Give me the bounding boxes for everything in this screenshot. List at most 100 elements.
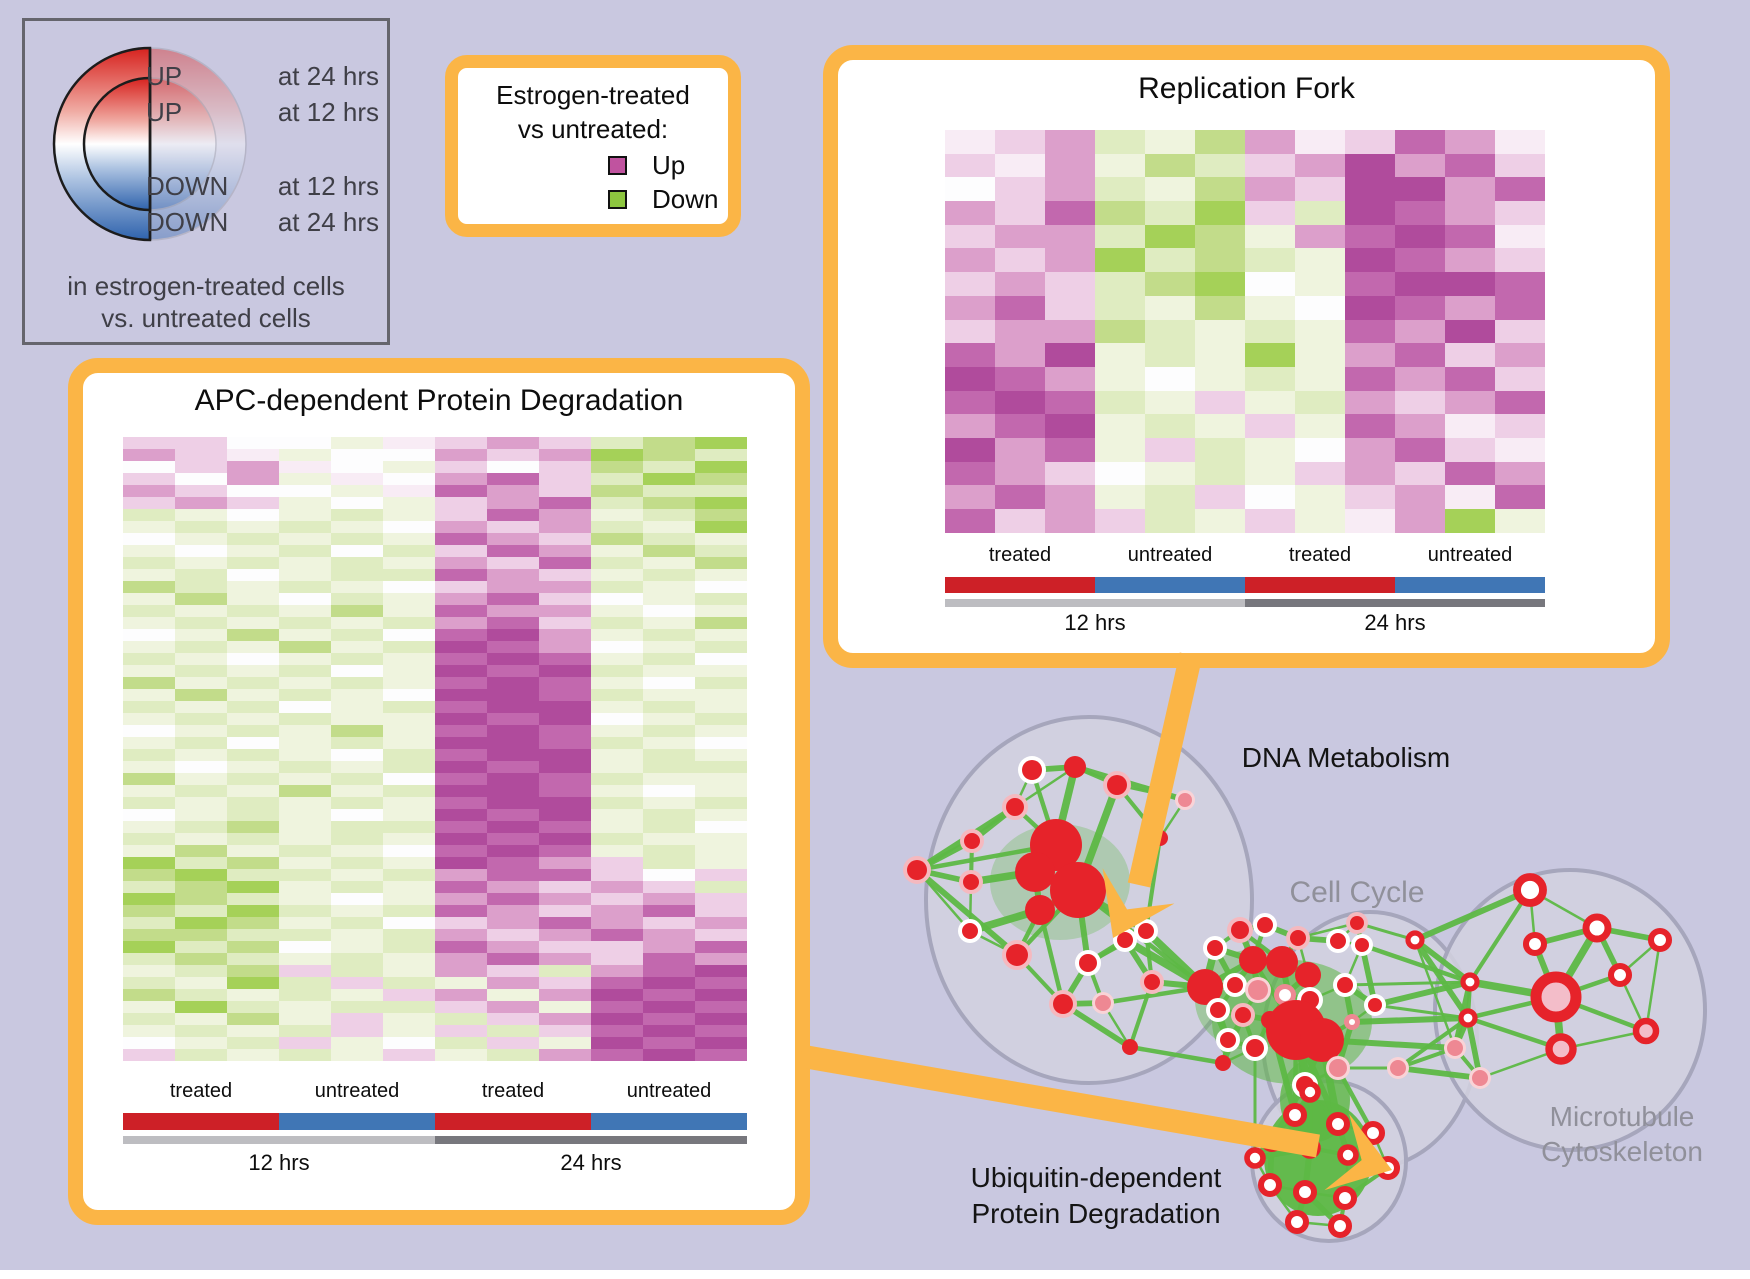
heatmap-cell: [279, 689, 331, 701]
heatmap-cell: [331, 557, 383, 569]
heatmap-cell: [1245, 437, 1295, 462]
network-edge: [1412, 938, 1471, 1020]
heatmap-cell: [279, 533, 331, 545]
heatmap-cell: [175, 797, 227, 809]
heatmap-cell: [123, 905, 175, 917]
heatmap-cell: [435, 485, 487, 497]
network-edge: [1087, 929, 1147, 965]
heatmap-cell: [1145, 130, 1195, 154]
gene-node: [1064, 756, 1086, 778]
heatmap-cell: [383, 653, 435, 665]
heatmap-cell: [695, 557, 747, 569]
heatmap-cell: [227, 605, 279, 617]
network-edge: [1213, 928, 1242, 950]
heatmap-cell: [1045, 390, 1095, 415]
heatmap-cell: [487, 965, 539, 977]
network-edge: [1465, 981, 1473, 1019]
heatmap-cell: [1245, 485, 1295, 509]
heatmap-cell: [279, 497, 331, 509]
heatmap-cell: [175, 857, 227, 869]
gene-node: [1259, 1127, 1285, 1153]
heatmap-cell: [1345, 366, 1395, 391]
heatmap-cell: [591, 593, 643, 605]
heatmap-cell: [487, 677, 539, 689]
heatmap-cell: [1195, 224, 1245, 249]
gene-node-halo: [1223, 973, 1247, 997]
gene-node-halo: [1387, 1057, 1409, 1079]
heatmap-cell: [227, 569, 279, 581]
heatmap-cell: [175, 617, 227, 629]
heatmap-cell: [227, 1025, 279, 1037]
heatmap-cell: [643, 785, 695, 797]
heatmap-cell: [1445, 201, 1495, 225]
heatmap-cell: [331, 905, 383, 917]
gene-node: [1215, 1055, 1231, 1071]
gene-node: [1300, 1018, 1344, 1062]
heatmap-cell: [123, 509, 175, 521]
heatmap-cell: [435, 749, 487, 761]
gene-node-halo: [1206, 998, 1230, 1022]
heatmap-cell: [487, 881, 539, 893]
heatmap-cell: [123, 797, 175, 809]
heatmap-cell: [123, 713, 175, 725]
heatmap-cell: [175, 1013, 227, 1025]
heatmap-cell: [487, 437, 539, 449]
heatmap-cell: [539, 809, 591, 821]
network-edge: [1529, 888, 1598, 930]
heatmap-cell: [175, 629, 227, 641]
heatmap-cell: [331, 1013, 383, 1025]
heatmap-cell: [487, 857, 539, 869]
network-edge: [970, 868, 1036, 886]
heatmap-cell: [643, 869, 695, 881]
heatmap-cell: [1095, 319, 1145, 344]
heatmap-cell: [1145, 414, 1195, 438]
apc-group-label: untreated: [314, 1080, 400, 1102]
heatmap-cell: [435, 965, 487, 977]
network-edge: [1359, 944, 1378, 1006]
heatmap-cell: [945, 485, 995, 509]
network-edge: [1220, 1039, 1231, 1064]
heatmap-cell: [227, 713, 279, 725]
heatmap-cell: [123, 629, 175, 641]
heatmap-cell: [123, 917, 175, 929]
network-edge: [968, 840, 975, 883]
heatmap-cell: [1445, 248, 1495, 273]
heatmap-cell: [331, 869, 383, 881]
heatmap-cell: [435, 737, 487, 749]
heatmap-cell: [175, 833, 227, 845]
heatmap-cell: [539, 749, 591, 761]
heatmap-cell: [123, 1025, 175, 1037]
network-edge: [1214, 945, 1254, 963]
heatmap-cell: [1245, 272, 1295, 296]
network-edge: [1347, 1152, 1389, 1171]
heatmap-cell: [279, 509, 331, 521]
heatmap-cell: [383, 953, 435, 965]
heatmap-cell: [643, 629, 695, 641]
network-edge: [1216, 983, 1237, 1012]
heatmap-cell: [279, 785, 331, 797]
heatmap-cell: [945, 437, 995, 462]
heatmap-cell: [643, 881, 695, 893]
heatmap-cell: [1195, 295, 1245, 320]
heatmap-cell: [487, 917, 539, 929]
heatmap-cell: [279, 965, 331, 977]
network-edge: [1267, 1139, 1275, 1186]
heatmap-cell: [1095, 272, 1145, 296]
heatmap-cell: [1345, 437, 1395, 462]
network-edge: [1129, 1044, 1224, 1066]
heatmap-cell: [995, 319, 1045, 344]
network-edge: [1413, 939, 1457, 1049]
heatmap-cell: [1245, 224, 1295, 249]
gene-node: [1460, 972, 1480, 992]
heatmap-cell: [123, 857, 175, 869]
heatmap-cell: [591, 557, 643, 569]
heatmap-cell: [331, 857, 383, 869]
heatmap-cell: [643, 953, 695, 965]
network-edge: [1252, 957, 1283, 965]
gene-node: [1220, 1032, 1236, 1048]
network-edge: [1555, 972, 1621, 1000]
network-edge: [1279, 961, 1299, 1031]
gene-node: [1030, 819, 1082, 871]
heatmap-cell: [1495, 390, 1545, 415]
heatmap-cell: [279, 593, 331, 605]
